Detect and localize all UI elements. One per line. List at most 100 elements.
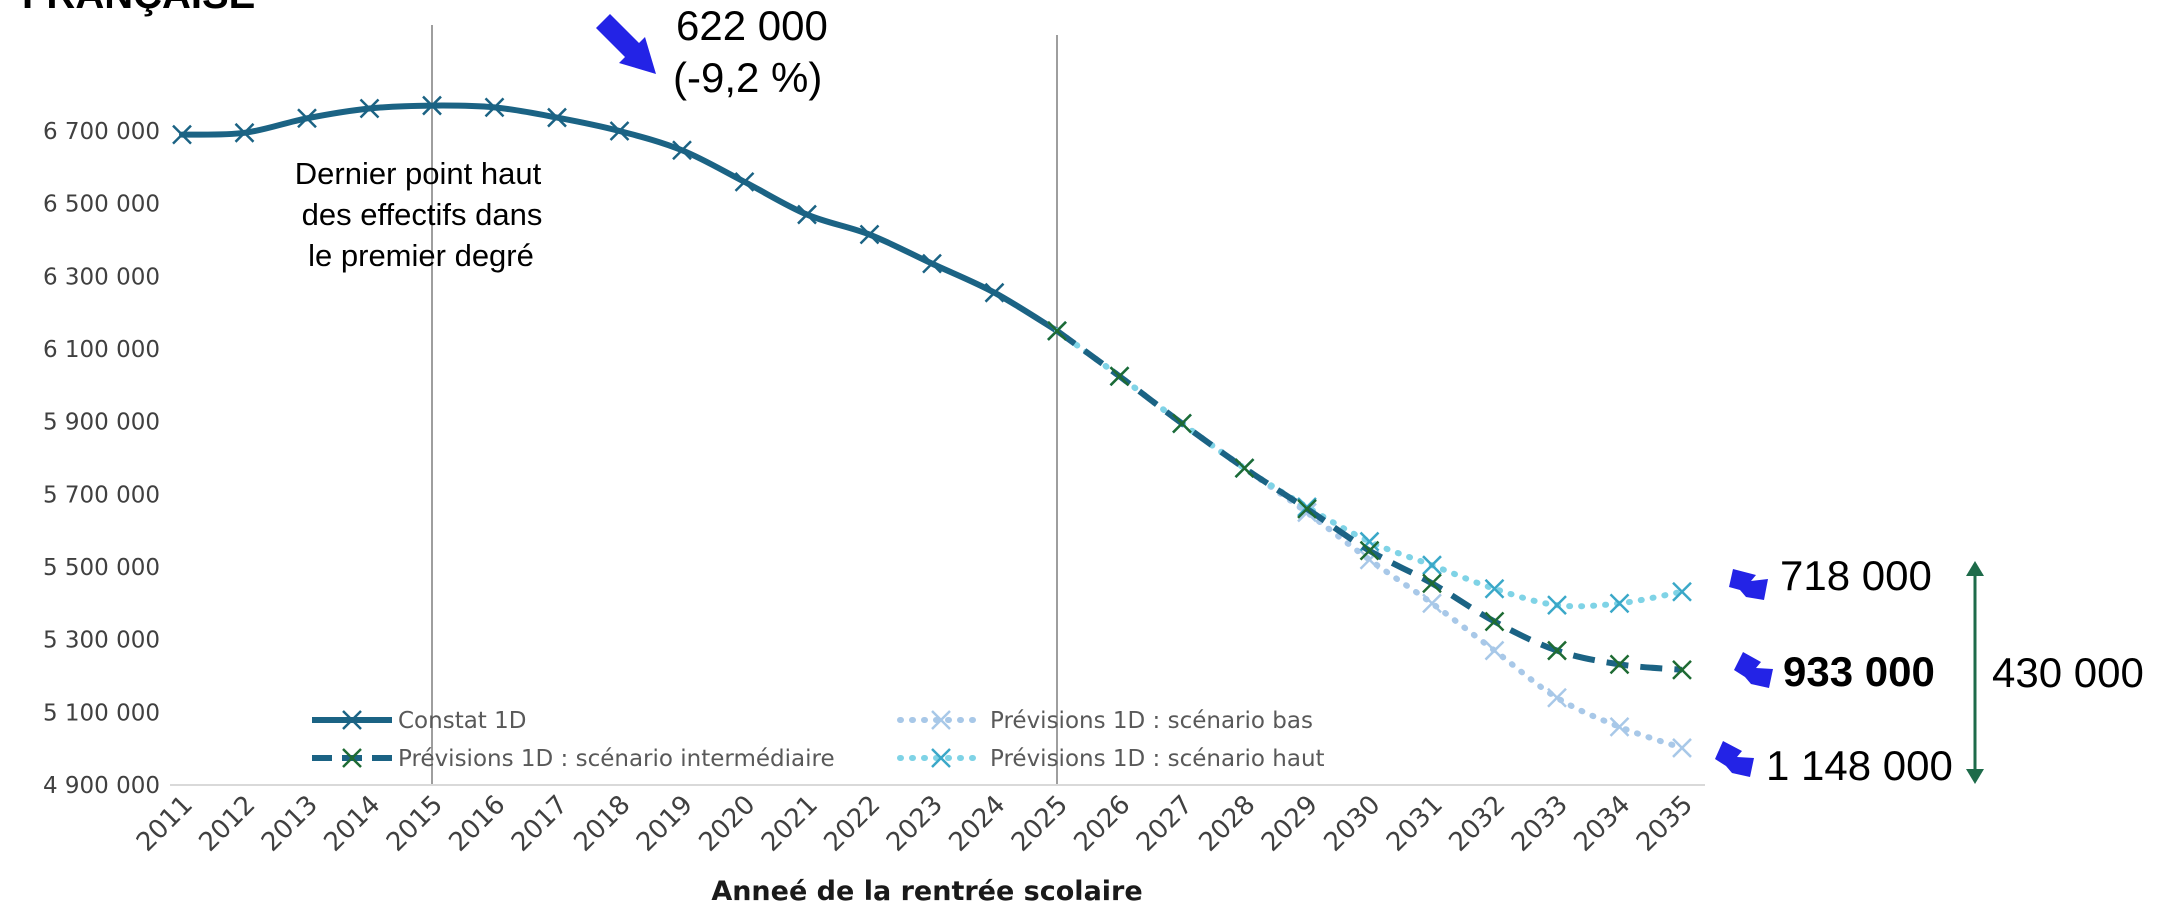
x-tick-label: 2035 (1631, 790, 1699, 858)
data-point (1484, 578, 1505, 599)
data-point (359, 98, 380, 119)
x-tick-label: 2016 (443, 790, 511, 858)
legend-item-constat: Constat 1D (312, 708, 526, 734)
data-point (1172, 413, 1192, 434)
x-tick-label: 2020 (693, 790, 761, 858)
data-point (922, 253, 942, 274)
legend-item-intermediaire: Prévisions 1D : scénario intermédiaire (312, 746, 835, 772)
data-point (1547, 640, 1567, 661)
x-tick-label: 2018 (568, 790, 636, 858)
x-tick-label: 2027 (1131, 790, 1199, 858)
legend-marker-bas (931, 710, 951, 730)
data-point (234, 122, 255, 143)
decline-arrow-icon (596, 14, 656, 74)
data-point (1359, 540, 1380, 561)
x-tick-label: 2028 (1193, 790, 1261, 858)
data-point (1672, 581, 1692, 602)
legend-item-haut: Prévisions 1D : scénario haut (897, 746, 1325, 772)
x-tick-label: 2025 (1006, 790, 1074, 858)
data-point (1672, 659, 1692, 680)
x-axis-title: Anneé de la rentrée scolaire (711, 876, 1142, 907)
legend-marker-haut (931, 748, 951, 768)
legend-label-bas: Prévisions 1D : scénario bas (990, 708, 1313, 734)
data-point (1234, 458, 1255, 479)
x-tick-label: 2030 (1318, 790, 1386, 858)
data-point (1422, 593, 1442, 614)
series-line-1 (1054, 327, 1685, 751)
brand-text: FRANÇAISE (22, 0, 255, 17)
y-tick-label: 5 100 000 (43, 700, 160, 726)
x-tick-label: 2011 (131, 790, 199, 858)
data-point (1609, 593, 1630, 614)
x-tick-label: 2012 (193, 790, 261, 858)
y-tick-label: 4 900 000 (43, 773, 160, 799)
peak-note-line-3: le premier degré (308, 238, 534, 273)
decline-value: 622 000 (676, 2, 828, 49)
y-tick-label: 6 500 000 (43, 192, 160, 218)
data-point (1547, 595, 1567, 616)
data-point (484, 97, 505, 118)
peak-note-line-1: Dernier point haut (295, 156, 542, 191)
series-line-3 (1054, 327, 1685, 610)
x-tick-label: 2014 (318, 790, 386, 858)
x-tick-label: 2023 (881, 790, 949, 858)
data-point (672, 140, 692, 161)
data-point (1422, 555, 1442, 576)
x-tick-label: 2033 (1506, 790, 1574, 858)
y-tick-label: 5 300 000 (43, 628, 160, 654)
x-tick-label: 2015 (381, 790, 449, 858)
data-point (1672, 738, 1692, 758)
data-point (297, 108, 317, 129)
x-tick-label: 2017 (506, 790, 574, 858)
data-point (1484, 640, 1505, 661)
legend-marker-intermediaire (342, 748, 362, 768)
peak-note-line-2: des effectifs dans (302, 197, 543, 232)
x-tick-label: 2031 (1381, 790, 1449, 858)
data-point (1297, 498, 1317, 519)
data-point (547, 107, 567, 128)
reference-lines (431, 25, 1058, 785)
data-point (609, 121, 630, 141)
x-tick-label: 2032 (1443, 790, 1511, 858)
range-arrow-icon (1966, 561, 1984, 784)
y-axis: 4 900 000 5 100 000 5 300 000 5 500 000 5 70… (43, 119, 160, 799)
x-tick-label: 2013 (256, 790, 324, 858)
data-point (422, 95, 442, 116)
data-point (1547, 687, 1567, 708)
y-tick-label: 6 100 000 (43, 337, 160, 363)
series-line-0 (179, 102, 1060, 334)
y-tick-label: 6 700 000 (43, 119, 160, 145)
x-axis: 2011201220132014201520162017201820192020… (131, 790, 1699, 858)
high-drop-arrow-icon (1715, 741, 1754, 777)
y-tick-label: 6 300 000 (43, 264, 160, 290)
data-point (984, 282, 1005, 303)
legend-marker-constat (342, 710, 362, 730)
mid-drop-arrow-icon (1734, 652, 1773, 688)
legend-label-constat: Constat 1D (398, 708, 526, 734)
y-tick-label: 5 700 000 (43, 482, 160, 508)
data-point (172, 124, 192, 145)
y-tick-label: 5 900 000 (43, 410, 160, 436)
x-tick-label: 2022 (818, 790, 886, 858)
data-point (1047, 320, 1067, 341)
legend: Constat 1D Prévisions 1D : scénario inte… (312, 708, 1325, 772)
legend-item-bas: Prévisions 1D : scénario bas (897, 708, 1313, 734)
series-line-2 (1055, 328, 1683, 673)
x-tick-label: 2029 (1256, 790, 1324, 858)
data-point (1422, 573, 1442, 594)
data-point (1609, 654, 1630, 675)
series-layer (172, 95, 1692, 758)
range-value: 430 000 (1992, 649, 2144, 696)
y-tick-label: 5 500 000 (43, 555, 160, 581)
legend-label-haut: Prévisions 1D : scénario haut (990, 746, 1325, 772)
data-point (797, 204, 817, 225)
x-tick-label: 2026 (1068, 790, 1136, 858)
decline-percent: (-9,2 %) (673, 54, 822, 101)
x-tick-label: 2019 (631, 790, 699, 858)
x-tick-label: 2021 (756, 790, 824, 858)
data-point (1609, 716, 1630, 737)
data-point (734, 171, 755, 192)
x-tick-label: 2034 (1568, 790, 1636, 858)
legend-label-intermediaire: Prévisions 1D : scénario intermédiaire (398, 746, 835, 772)
